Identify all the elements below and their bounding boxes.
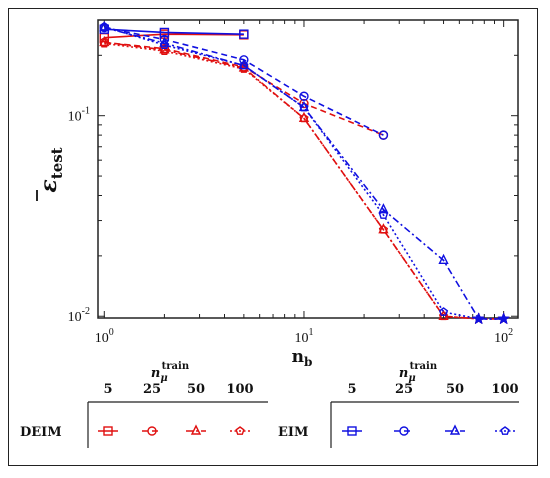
legend-sample-marker (500, 426, 510, 435)
legend-block-deim: nμtrain 5 25 50 100 DEIM (20, 361, 268, 448)
data-point (299, 102, 309, 112)
legend-header-sub: μ (408, 373, 415, 384)
x-tick-label: 102 (494, 327, 513, 346)
series-eim-25 (99, 22, 389, 140)
x-tick-base: 10 (294, 331, 308, 346)
x-tick-exp: 0 (109, 327, 114, 338)
series-line (104, 41, 504, 320)
series-line (104, 28, 244, 35)
x-tick-base: 10 (494, 331, 508, 346)
data-point (299, 98, 309, 109)
data-point (159, 27, 170, 38)
series-line (104, 33, 244, 39)
data-point (239, 29, 249, 39)
series-line (104, 42, 504, 320)
legend-header-sup: train (162, 361, 190, 372)
legend-sample-5 (98, 426, 118, 436)
x-tick-base: 10 (95, 331, 109, 346)
y-tick-exp: -1 (82, 106, 90, 117)
legend-sample-25 (394, 426, 414, 436)
legend-sample-50 (445, 424, 465, 435)
legend-row-label: DEIM (20, 425, 62, 440)
legend-column-label: 5 (347, 382, 356, 397)
data-point (239, 60, 249, 70)
series-line (104, 26, 504, 320)
data-point (378, 203, 389, 214)
legend-column-label: 25 (395, 382, 413, 397)
data-point (299, 91, 309, 101)
legend-sample-25 (142, 426, 162, 436)
legend-header-main: n (399, 366, 408, 381)
series-layer (99, 21, 511, 325)
series-eim-50 (99, 21, 511, 325)
data-point (438, 253, 449, 265)
data-point (378, 224, 389, 234)
x-axis-label-sub: b (304, 355, 312, 369)
legend-sample-marker (235, 426, 245, 435)
x-tick-label: 100 (95, 327, 114, 346)
legend-column-label: 25 (143, 382, 161, 397)
legend-sample-marker (147, 426, 157, 436)
series-line (104, 41, 384, 136)
series-line (104, 25, 504, 320)
legend-column-label: 100 (226, 382, 253, 397)
data-point (378, 210, 389, 219)
legend-row-label: EIM (278, 425, 308, 440)
series-deim-25 (99, 37, 389, 140)
legend-sample-marker (347, 426, 357, 436)
y-axis-label-sub: test (48, 147, 66, 179)
legend-sample-marker (449, 424, 461, 435)
data-point (472, 312, 486, 325)
y-tick-exp: -2 (82, 306, 90, 317)
legend-column-label: 50 (446, 382, 464, 397)
legend-column-label: 100 (491, 382, 518, 397)
data-point (438, 307, 449, 316)
x-tick-exp: 1 (308, 327, 313, 338)
x-axis-label: nb (292, 347, 313, 369)
y-tick-label: 10-2 (68, 306, 90, 325)
legend-sample-marker (103, 426, 113, 436)
series-eim-100 (99, 21, 511, 325)
legend-header-sub: μ (160, 373, 167, 384)
data-point (239, 55, 249, 65)
x-tick-label: 101 (294, 327, 313, 346)
x-axis-label-main: n (292, 347, 304, 367)
data-point (159, 40, 170, 49)
legend-sample-100 (230, 426, 250, 435)
legend-sample-50 (186, 424, 206, 435)
figure-frame (8, 8, 538, 466)
axes-box (97, 19, 519, 319)
y-tick-base: 10 (68, 310, 82, 325)
y-axis-label-main: ε (36, 179, 62, 192)
legend-sample-marker (190, 424, 202, 435)
series-deim-100 (99, 38, 511, 325)
legend-header: nμtrain (399, 361, 438, 384)
y-tick-label: 10-1 (68, 106, 90, 125)
legend-sample-5 (342, 426, 362, 436)
data-point (378, 130, 389, 140)
legend-block-eim: nμtrain 5 25 50 100 EIM (278, 361, 519, 448)
legend-header-sup: train (410, 361, 438, 372)
y-axis-label: εtest (36, 147, 66, 192)
data-point (497, 312, 511, 325)
legend-column-label: 50 (187, 382, 205, 397)
legend-sample-100 (495, 426, 515, 435)
series-deim-50 (99, 35, 511, 325)
legend-header: nμtrain (151, 361, 190, 384)
y-tick-base: 10 (68, 110, 82, 125)
legend-header-main: n (151, 366, 160, 381)
legend-column-label: 5 (103, 382, 112, 397)
x-tick-exp: 2 (508, 327, 513, 338)
data-point (99, 21, 109, 31)
data-point (99, 38, 109, 48)
legend-sample-marker (399, 426, 409, 436)
data-point (299, 113, 309, 123)
data-point (159, 46, 170, 56)
